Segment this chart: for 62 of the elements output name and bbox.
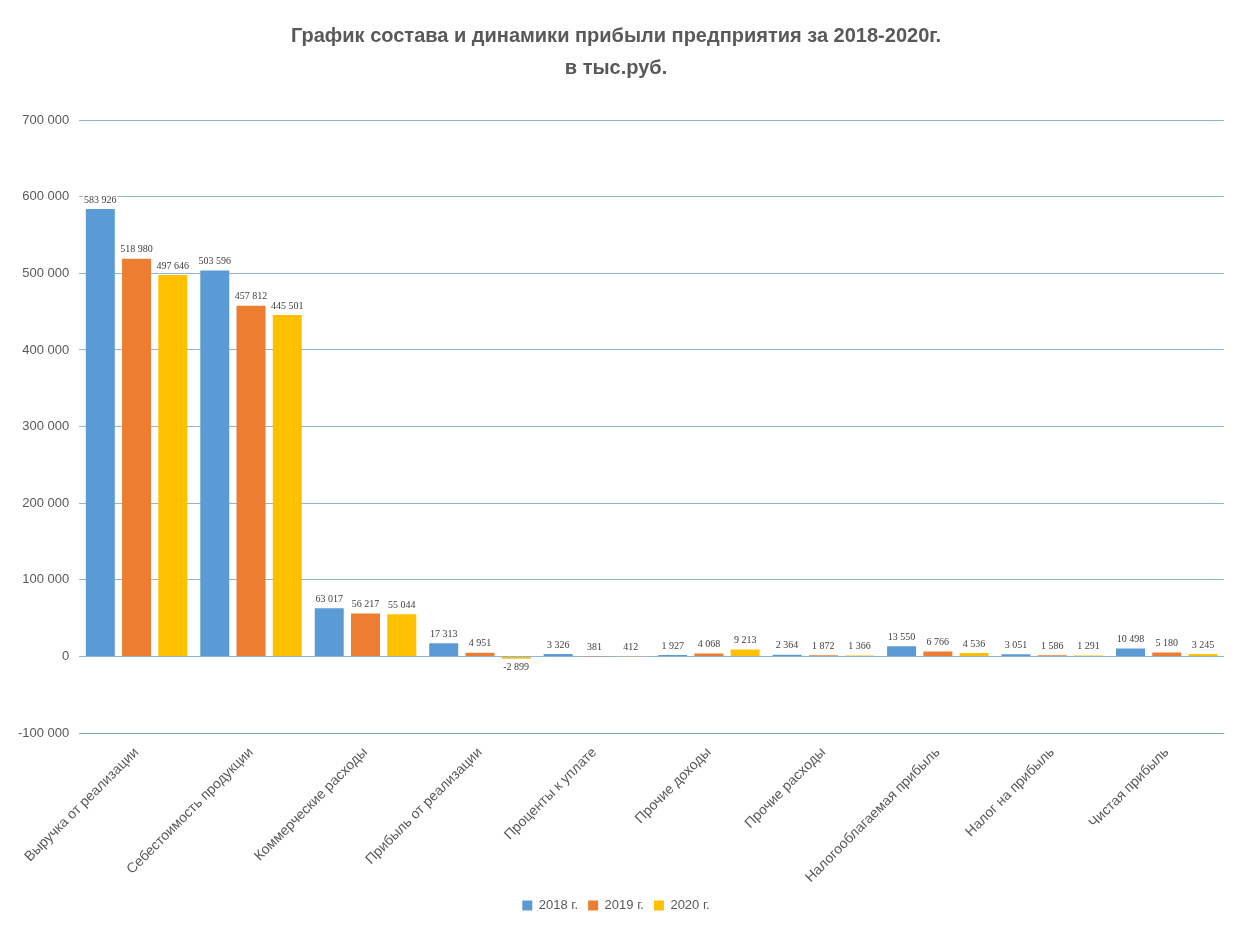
bar	[236, 305, 266, 657]
legend-label: 2018 г.	[538, 897, 579, 913]
data-label: 2 364	[775, 639, 799, 651]
data-label: 445 501	[271, 299, 304, 311]
bar	[694, 653, 724, 657]
data-label: 497 646	[156, 259, 190, 271]
legend-label: 2020 г.	[670, 897, 710, 913]
bar	[85, 208, 115, 657]
data-label: 3 326	[546, 638, 570, 650]
bar	[122, 258, 152, 657]
data-label: 3 051	[1004, 638, 1028, 650]
y-tick-label: 100 000	[22, 571, 70, 587]
y-tick-label: 0	[62, 648, 70, 664]
bar	[272, 315, 302, 657]
bar	[314, 608, 344, 657]
bar	[465, 652, 495, 657]
data-label: 4 536	[962, 637, 986, 649]
y-tick-label: 400 000	[22, 341, 70, 357]
bar	[543, 654, 573, 657]
data-label: 55 044	[387, 599, 416, 610]
data-label: 9 213	[733, 634, 757, 646]
bar	[730, 649, 760, 657]
data-label: 17 313	[429, 627, 458, 639]
data-label: 6 766	[926, 636, 950, 648]
chart-title: График состава и динамики прибыли предприятия за 2018-2020г.	[290, 23, 942, 46]
bar	[923, 651, 953, 657]
data-label: 1 366	[848, 640, 871, 652]
bar	[1116, 648, 1146, 657]
y-tick-label: -100 000	[17, 724, 70, 740]
legend-label: 2019 г.	[604, 897, 644, 913]
data-label: 4 951	[468, 637, 492, 649]
bar	[387, 614, 417, 657]
data-label: 10 498	[1116, 633, 1145, 645]
data-label: 503 596	[198, 255, 232, 267]
y-tick-label: 600 000	[22, 188, 70, 204]
data-label: 583 926	[84, 193, 117, 205]
data-label: 1 872	[812, 639, 835, 651]
data-label: 412	[623, 640, 639, 652]
bar	[959, 653, 989, 657]
y-tick-label: 700 000	[22, 111, 70, 127]
data-label: 1 586	[1041, 639, 1064, 651]
y-tick-label: 200 000	[22, 494, 70, 510]
bar	[887, 646, 917, 657]
data-label: 4 068	[697, 638, 721, 650]
data-label: 1 927	[661, 639, 684, 651]
bar	[350, 613, 380, 657]
data-label: 13 550	[887, 630, 916, 642]
y-tick-label: 300 000	[22, 418, 70, 434]
y-tick-label: 500 000	[22, 264, 70, 280]
data-label: 1 291	[1077, 640, 1100, 652]
bar	[200, 270, 230, 657]
data-label: 63 017	[315, 592, 343, 604]
data-label: -2 899	[503, 661, 530, 673]
chart-subtitle: в тыс.руб.	[564, 55, 668, 78]
data-label: 56 217	[351, 598, 380, 610]
data-label: 5 180	[1155, 637, 1179, 649]
bar	[429, 643, 459, 657]
bar	[158, 275, 188, 657]
data-label: 518 980	[120, 243, 153, 255]
data-label: 381	[586, 640, 602, 652]
data-label: 3 245	[1191, 638, 1215, 650]
data-label: 457 812	[234, 290, 268, 302]
